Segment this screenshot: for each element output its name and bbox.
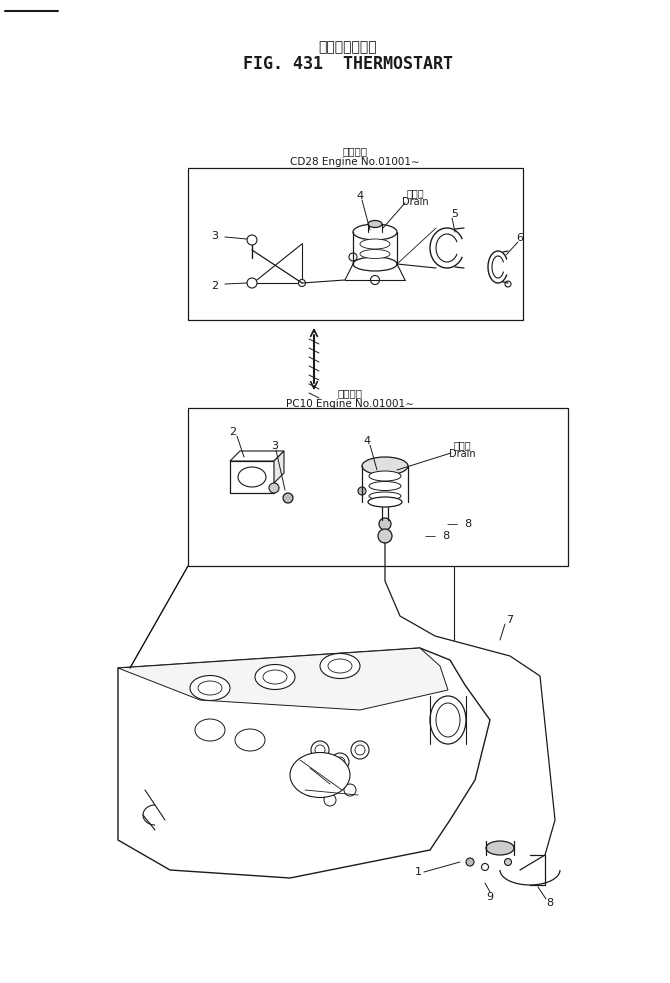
Circle shape <box>358 487 366 495</box>
Ellipse shape <box>369 482 401 491</box>
Ellipse shape <box>362 457 408 475</box>
Text: 適用号機: 適用号機 <box>338 388 362 398</box>
Text: CD28 Engine No.01001∼: CD28 Engine No.01001∼ <box>290 157 420 167</box>
Circle shape <box>466 858 474 866</box>
Circle shape <box>344 784 356 796</box>
Circle shape <box>299 279 306 286</box>
Bar <box>188 168 523 320</box>
Ellipse shape <box>360 239 390 249</box>
Text: 6: 6 <box>517 233 523 243</box>
Circle shape <box>505 858 511 865</box>
Text: 4: 4 <box>363 436 371 446</box>
Polygon shape <box>252 243 302 283</box>
Circle shape <box>269 483 279 493</box>
Text: 2: 2 <box>212 281 218 291</box>
Circle shape <box>311 741 329 759</box>
Ellipse shape <box>190 675 230 701</box>
Text: 1: 1 <box>415 867 421 877</box>
Circle shape <box>355 745 365 755</box>
Ellipse shape <box>486 841 514 855</box>
Text: 7: 7 <box>507 615 514 625</box>
Text: 5: 5 <box>452 209 458 219</box>
Ellipse shape <box>368 497 402 507</box>
Circle shape <box>482 863 488 871</box>
Circle shape <box>371 275 379 284</box>
Ellipse shape <box>430 696 466 744</box>
Text: 4: 4 <box>356 191 364 201</box>
Polygon shape <box>118 648 490 878</box>
Text: 8: 8 <box>547 898 553 908</box>
Text: Drain: Drain <box>449 449 475 459</box>
Text: 3: 3 <box>271 441 279 451</box>
Circle shape <box>505 281 511 287</box>
Bar <box>188 408 568 566</box>
Ellipse shape <box>290 753 350 797</box>
Circle shape <box>331 753 349 771</box>
Text: ドレン: ドレン <box>453 440 471 450</box>
Text: ドレン: ドレン <box>406 188 424 198</box>
Polygon shape <box>274 451 284 483</box>
Text: 9: 9 <box>486 892 494 902</box>
Text: 適用号機: 適用号機 <box>342 146 368 156</box>
Ellipse shape <box>195 719 225 741</box>
Bar <box>230 461 274 493</box>
Ellipse shape <box>369 471 401 481</box>
Circle shape <box>351 741 369 759</box>
Text: FIG. 431  THERMOSTART: FIG. 431 THERMOSTART <box>243 55 453 73</box>
Ellipse shape <box>238 467 266 487</box>
Circle shape <box>247 278 257 288</box>
Ellipse shape <box>263 670 287 684</box>
Ellipse shape <box>368 220 382 227</box>
Text: —  8: — 8 <box>447 519 472 529</box>
Circle shape <box>379 518 391 530</box>
Ellipse shape <box>320 654 360 678</box>
Circle shape <box>247 235 257 245</box>
Circle shape <box>283 493 293 503</box>
Ellipse shape <box>353 257 397 271</box>
Ellipse shape <box>360 250 390 259</box>
Ellipse shape <box>369 492 401 500</box>
Text: —  8: — 8 <box>425 531 450 541</box>
Text: Drain: Drain <box>402 197 428 207</box>
Text: 3: 3 <box>212 231 218 241</box>
Circle shape <box>304 784 316 796</box>
Circle shape <box>315 745 325 755</box>
Ellipse shape <box>436 703 460 737</box>
Text: PC10 Engine No.01001∼: PC10 Engine No.01001∼ <box>286 399 414 409</box>
Text: サーモスタート: サーモスタート <box>319 40 377 54</box>
Polygon shape <box>118 648 448 710</box>
Circle shape <box>324 794 336 806</box>
Ellipse shape <box>255 665 295 689</box>
Circle shape <box>335 757 345 767</box>
Circle shape <box>349 253 357 261</box>
Polygon shape <box>230 451 284 461</box>
Text: 2: 2 <box>229 427 237 437</box>
Ellipse shape <box>198 681 222 695</box>
Circle shape <box>378 529 392 543</box>
Ellipse shape <box>328 659 352 673</box>
Ellipse shape <box>235 729 265 751</box>
Ellipse shape <box>353 224 397 240</box>
